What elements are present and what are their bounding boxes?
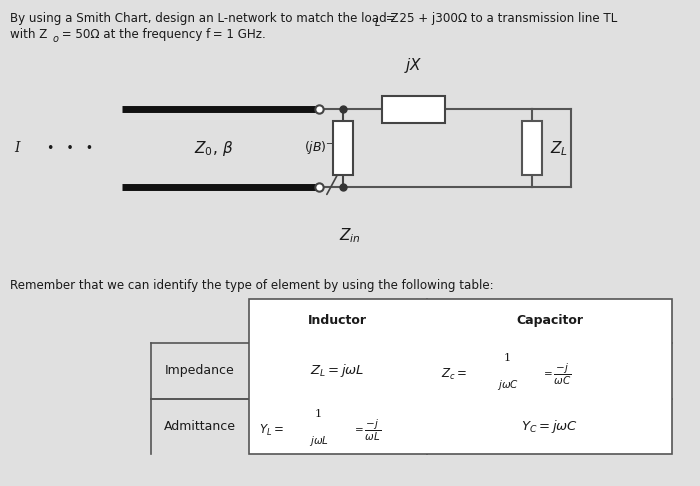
- Text: $Z_0,\, \beta$: $Z_0,\, \beta$: [194, 139, 233, 158]
- Text: $j\omega C$: $j\omega C$: [496, 378, 519, 392]
- Text: 1: 1: [504, 353, 511, 364]
- Text: $Z_L$: $Z_L$: [550, 139, 568, 157]
- Text: Impedance: Impedance: [164, 364, 235, 377]
- Text: Inductor: Inductor: [308, 314, 368, 327]
- Text: $=\dfrac{-j}{\omega C}$: $=\dfrac{-j}{\omega C}$: [541, 362, 572, 387]
- Text: $Z_L = j\omega L$: $Z_L = j\omega L$: [311, 362, 365, 379]
- FancyBboxPatch shape: [382, 96, 444, 122]
- Text: $Y_C = j\omega C$: $Y_C = j\omega C$: [521, 418, 578, 435]
- Bar: [248, 299, 672, 454]
- Text: $Z_c =$: $Z_c =$: [441, 367, 467, 382]
- Text: 1: 1: [315, 409, 322, 419]
- Text: = 50Ω at the frequency f = 1 GHz.: = 50Ω at the frequency f = 1 GHz.: [58, 28, 266, 41]
- Text: $j\omega L$: $j\omega L$: [309, 434, 328, 448]
- Text: = 25 + j300Ω to a transmission line TL: = 25 + j300Ω to a transmission line TL: [382, 12, 617, 25]
- Text: $Z_{in}$: $Z_{in}$: [339, 226, 361, 244]
- FancyBboxPatch shape: [333, 122, 353, 175]
- Text: $Y_L =$: $Y_L =$: [259, 423, 284, 438]
- Text: Remember that we can identify the type of element by using the following table:: Remember that we can identify the type o…: [10, 279, 494, 293]
- Text: Capacitor: Capacitor: [516, 314, 583, 327]
- Text: $=\dfrac{-j}{\omega L}$: $=\dfrac{-j}{\omega L}$: [352, 418, 382, 443]
- Text: •   •   •: • • •: [47, 142, 93, 155]
- Text: $jX$: $jX$: [404, 56, 422, 75]
- FancyBboxPatch shape: [522, 122, 542, 175]
- Text: I: I: [14, 141, 20, 155]
- Text: L: L: [374, 18, 380, 28]
- Text: $(jB)^{-1}$: $(jB)^{-1}$: [304, 139, 340, 158]
- Text: Admittance: Admittance: [164, 420, 235, 433]
- Text: o: o: [52, 34, 59, 44]
- Text: with Z: with Z: [10, 28, 48, 41]
- Text: By using a Smith Chart, design an L-network to match the load Z: By using a Smith Chart, design an L-netw…: [10, 12, 399, 25]
